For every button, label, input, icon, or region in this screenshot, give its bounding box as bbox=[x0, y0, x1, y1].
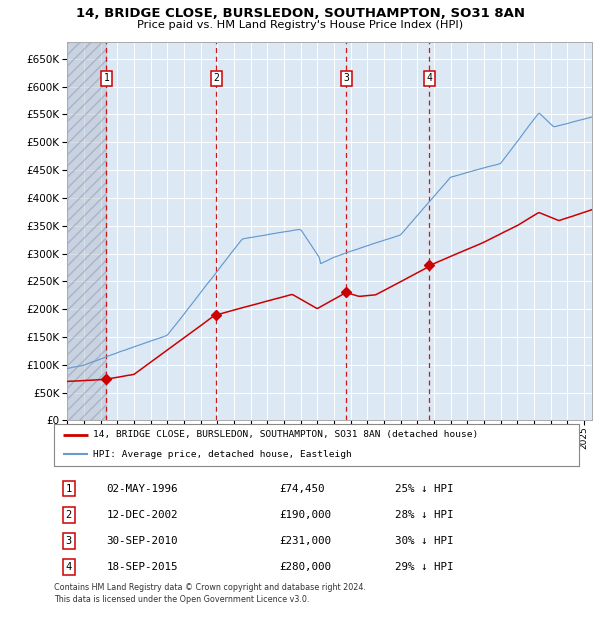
Text: 3: 3 bbox=[343, 73, 349, 83]
Text: 4: 4 bbox=[426, 73, 432, 83]
Bar bbox=[67, 42, 106, 420]
Text: 2: 2 bbox=[65, 510, 72, 520]
Text: 14, BRIDGE CLOSE, BURSLEDON, SOUTHAMPTON, SO31 8AN (detached house): 14, BRIDGE CLOSE, BURSLEDON, SOUTHAMPTON… bbox=[94, 430, 479, 439]
Text: 30-SEP-2010: 30-SEP-2010 bbox=[107, 536, 178, 546]
Text: Contains HM Land Registry data © Crown copyright and database right 2024.: Contains HM Land Registry data © Crown c… bbox=[54, 583, 366, 592]
Text: 29% ↓ HPI: 29% ↓ HPI bbox=[395, 562, 454, 572]
Text: 12-DEC-2002: 12-DEC-2002 bbox=[107, 510, 178, 520]
Text: 2: 2 bbox=[214, 73, 220, 83]
Text: £280,000: £280,000 bbox=[280, 562, 332, 572]
Text: 02-MAY-1996: 02-MAY-1996 bbox=[107, 484, 178, 494]
Text: 1: 1 bbox=[65, 484, 72, 494]
Text: 14, BRIDGE CLOSE, BURSLEDON, SOUTHAMPTON, SO31 8AN: 14, BRIDGE CLOSE, BURSLEDON, SOUTHAMPTON… bbox=[76, 7, 524, 20]
Text: £74,450: £74,450 bbox=[280, 484, 325, 494]
Text: 1: 1 bbox=[103, 73, 109, 83]
Text: 30% ↓ HPI: 30% ↓ HPI bbox=[395, 536, 454, 546]
Text: This data is licensed under the Open Government Licence v3.0.: This data is licensed under the Open Gov… bbox=[54, 595, 310, 604]
Text: HPI: Average price, detached house, Eastleigh: HPI: Average price, detached house, East… bbox=[94, 450, 352, 459]
Text: 28% ↓ HPI: 28% ↓ HPI bbox=[395, 510, 454, 520]
Text: £231,000: £231,000 bbox=[280, 536, 332, 546]
Text: 3: 3 bbox=[65, 536, 72, 546]
Text: 25% ↓ HPI: 25% ↓ HPI bbox=[395, 484, 454, 494]
Text: 4: 4 bbox=[65, 562, 72, 572]
Text: £190,000: £190,000 bbox=[280, 510, 332, 520]
Text: Price paid vs. HM Land Registry's House Price Index (HPI): Price paid vs. HM Land Registry's House … bbox=[137, 20, 463, 30]
Bar bbox=[67, 42, 106, 420]
Text: 18-SEP-2015: 18-SEP-2015 bbox=[107, 562, 178, 572]
